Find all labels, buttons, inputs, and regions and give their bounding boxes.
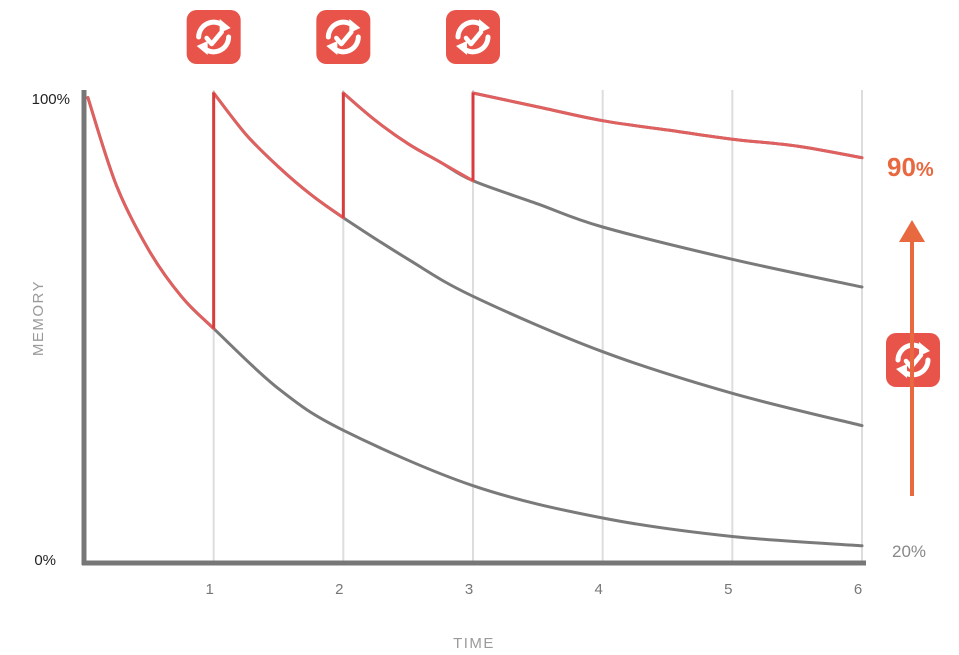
x-tick-label: 4 <box>594 581 602 598</box>
x-tick-label: 5 <box>724 581 732 598</box>
retention-arrow <box>899 220 925 496</box>
refresh-check-icon <box>186 10 241 64</box>
final-retention-label: 90% <box>887 152 934 182</box>
x-tick-label: 6 <box>854 581 862 598</box>
review-icons <box>186 10 940 387</box>
forgetting-curve-0 <box>86 96 864 548</box>
curves <box>86 91 864 548</box>
retained-curve-3 <box>471 91 864 160</box>
final-retention-value: 90 <box>887 152 916 182</box>
y-tick-label-bottom: 0% <box>34 552 56 569</box>
x-tick-label: 2 <box>335 581 343 598</box>
refresh-check-icon <box>316 10 371 64</box>
baseline-retention-label: 20% <box>892 542 926 561</box>
x-tick-label: 1 <box>205 581 213 598</box>
x-axis-title: TIME <box>453 635 495 652</box>
final-retention-unit: % <box>916 159 934 181</box>
arrow-head <box>899 220 925 242</box>
tick-labels: 1 2 3 4 5 6 100% 0% <box>32 91 863 598</box>
refresh-check-icon <box>446 10 500 64</box>
axes <box>81 90 866 566</box>
retained-curve-0 <box>86 96 216 331</box>
retained-curve-1 <box>212 91 345 220</box>
y-axis-title: MEMORY <box>30 280 47 356</box>
x-tick-label: 3 <box>465 581 473 598</box>
retained-curve-2 <box>341 91 475 183</box>
y-tick-label-top: 100% <box>32 91 70 108</box>
